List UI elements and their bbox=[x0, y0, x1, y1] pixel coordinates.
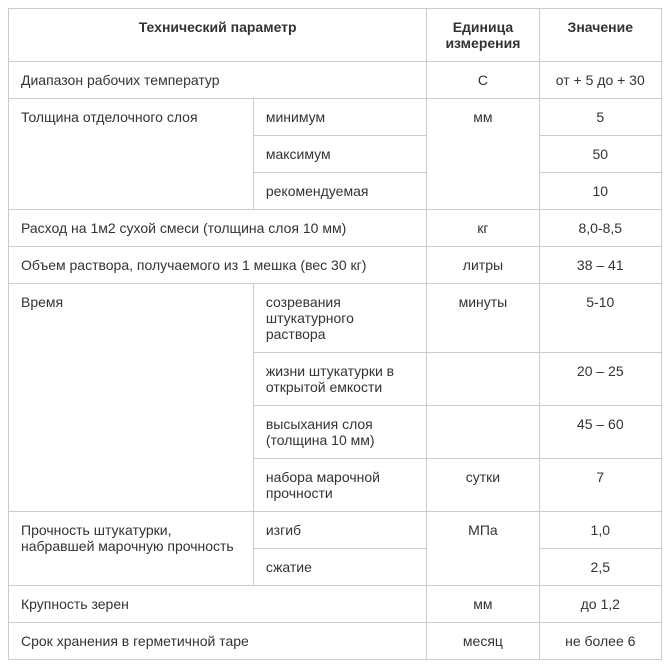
table-header-row: Технический параметр Единица измерения З… bbox=[9, 9, 662, 62]
param-label: Толщина отделочного слоя bbox=[9, 99, 254, 210]
table-row: Прочность штукатурки, набравшей марочную… bbox=[9, 512, 662, 549]
table-row: Расход на 1м2 сухой смеси (толщина слоя … bbox=[9, 210, 662, 247]
param-unit: кг bbox=[427, 210, 539, 247]
param-value: 8,0-8,5 bbox=[539, 210, 661, 247]
param-unit: МПа bbox=[427, 512, 539, 586]
header-unit: Единица измерения bbox=[427, 9, 539, 62]
param-value: 2,5 bbox=[539, 549, 661, 586]
param-unit: мм bbox=[427, 586, 539, 623]
param-unit bbox=[427, 353, 539, 406]
param-label: Диапазон рабочих температур bbox=[9, 62, 427, 99]
param-sublabel: максимум bbox=[253, 136, 426, 173]
param-value: 7 bbox=[539, 459, 661, 512]
param-value: до 1,2 bbox=[539, 586, 661, 623]
param-sublabel: созревания штукатурного раствора bbox=[253, 284, 426, 353]
param-value: 1,0 bbox=[539, 512, 661, 549]
param-sublabel: высыхания слоя (толщина 10 мм) bbox=[253, 406, 426, 459]
param-sublabel: рекомендуемая bbox=[253, 173, 426, 210]
param-unit: литры bbox=[427, 247, 539, 284]
param-value: 5-10 bbox=[539, 284, 661, 353]
param-unit: месяц bbox=[427, 623, 539, 660]
table-row: Крупность зерен мм до 1,2 bbox=[9, 586, 662, 623]
param-label: Прочность штукатурки, набравшей марочную… bbox=[9, 512, 254, 586]
param-label: Расход на 1м2 сухой смеси (толщина слоя … bbox=[9, 210, 427, 247]
param-unit: С bbox=[427, 62, 539, 99]
param-sublabel: изгиб bbox=[253, 512, 426, 549]
table-row: Время созревания штукатурного раствора м… bbox=[9, 284, 662, 353]
param-value: 5 bbox=[539, 99, 661, 136]
param-label: Крупность зерен bbox=[9, 586, 427, 623]
param-value: от + 5 до + 30 bbox=[539, 62, 661, 99]
param-value: 50 bbox=[539, 136, 661, 173]
param-sublabel: сжатие bbox=[253, 549, 426, 586]
param-sublabel: жизни штукатурки в открытой емкости bbox=[253, 353, 426, 406]
table-row: Срок хранения в герметичной таре месяц н… bbox=[9, 623, 662, 660]
header-param: Технический параметр bbox=[9, 9, 427, 62]
param-unit: минуты bbox=[427, 284, 539, 353]
specs-table: Технический параметр Единица измерения З… bbox=[8, 8, 662, 660]
table-row: Диапазон рабочих температур С от + 5 до … bbox=[9, 62, 662, 99]
table-row: Объем раствора, получаемого из 1 мешка (… bbox=[9, 247, 662, 284]
param-label: Время bbox=[9, 284, 254, 512]
table-row: Толщина отделочного слоя минимум мм 5 bbox=[9, 99, 662, 136]
param-value: 10 bbox=[539, 173, 661, 210]
param-unit: сутки bbox=[427, 459, 539, 512]
param-value: 20 – 25 bbox=[539, 353, 661, 406]
param-value: не более 6 bbox=[539, 623, 661, 660]
param-label: Объем раствора, получаемого из 1 мешка (… bbox=[9, 247, 427, 284]
param-sublabel: минимум bbox=[253, 99, 426, 136]
param-value: 38 – 41 bbox=[539, 247, 661, 284]
param-unit bbox=[427, 406, 539, 459]
param-value: 45 – 60 bbox=[539, 406, 661, 459]
param-sublabel: набора марочной прочности bbox=[253, 459, 426, 512]
header-value: Значение bbox=[539, 9, 661, 62]
param-unit: мм bbox=[427, 99, 539, 210]
param-label: Срок хранения в герметичной таре bbox=[9, 623, 427, 660]
